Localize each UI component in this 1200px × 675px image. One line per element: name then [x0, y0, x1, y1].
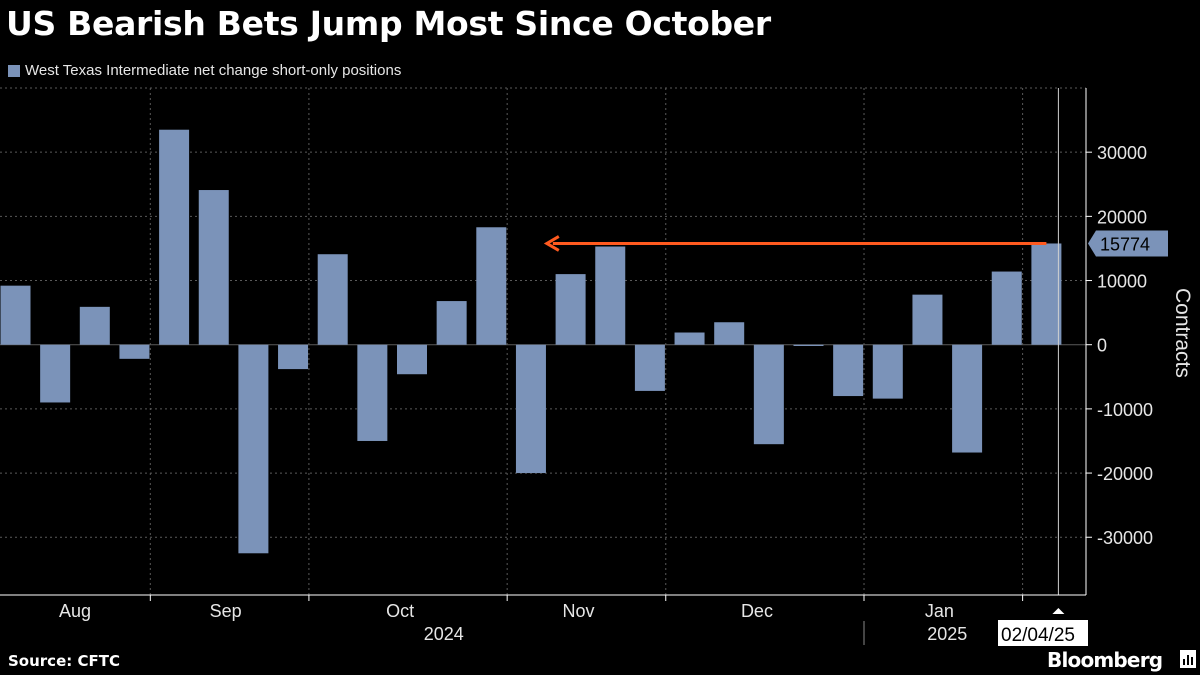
value-tag — [1088, 230, 1168, 257]
x-tick-label: Dec — [741, 601, 773, 621]
bar — [1031, 243, 1062, 345]
bar — [238, 344, 269, 554]
year-label: 2024 — [424, 624, 464, 644]
bar — [833, 344, 864, 397]
y-tick-label: 20000 — [1097, 207, 1147, 227]
legend-swatch — [8, 64, 20, 77]
bar — [198, 190, 229, 345]
bar — [317, 254, 348, 345]
bar — [555, 274, 586, 345]
y-axis-title: Contracts — [1171, 288, 1194, 378]
bar — [912, 294, 943, 345]
source-note: Source: CFTC — [8, 652, 120, 670]
bloomberg-logo: Bloomberg — [1047, 648, 1163, 672]
bar — [515, 344, 546, 474]
value-tag-label: 15774 — [1100, 234, 1150, 254]
arrow-head — [543, 235, 560, 252]
date-label: 02/04/25 — [1001, 625, 1075, 646]
x-tick-label: Jan — [925, 601, 954, 621]
bar — [436, 301, 467, 345]
legend-label: West Texas Intermediate net change short… — [25, 62, 402, 79]
y-tick-label: 0 — [1097, 336, 1107, 356]
bar — [119, 344, 150, 359]
bar — [0, 285, 31, 345]
bar — [40, 344, 71, 403]
bar — [79, 306, 110, 345]
bar — [595, 246, 626, 345]
bar — [476, 227, 507, 345]
x-tick-label: Sep — [210, 601, 242, 621]
date-pointer — [1052, 608, 1065, 614]
y-tick-label: 10000 — [1097, 272, 1147, 292]
x-tick-label: Oct — [386, 601, 414, 621]
year-label: 2025 — [927, 624, 967, 644]
x-tick-label: Aug — [59, 601, 91, 621]
y-tick-label: -10000 — [1097, 400, 1153, 420]
bar — [278, 344, 309, 370]
y-tick-label: -20000 — [1097, 464, 1153, 484]
bar — [872, 344, 903, 399]
bar — [714, 322, 745, 345]
y-tick-label: -30000 — [1097, 528, 1153, 548]
y-tick-label: 30000 — [1097, 143, 1147, 163]
chart-title: US Bearish Bets Jump Most Since October — [6, 4, 771, 43]
bar — [159, 129, 190, 345]
legend: West Texas Intermediate net change short… — [8, 62, 401, 79]
bloomberg-terminal-icon — [1180, 650, 1196, 668]
bar — [753, 344, 784, 445]
bar — [634, 344, 665, 391]
date-box — [998, 620, 1088, 646]
bar — [674, 332, 705, 345]
bar — [793, 344, 824, 346]
bar — [952, 344, 983, 453]
bar — [991, 271, 1022, 345]
bar — [397, 344, 427, 375]
x-tick-label: Nov — [563, 601, 595, 621]
bar — [357, 344, 388, 441]
